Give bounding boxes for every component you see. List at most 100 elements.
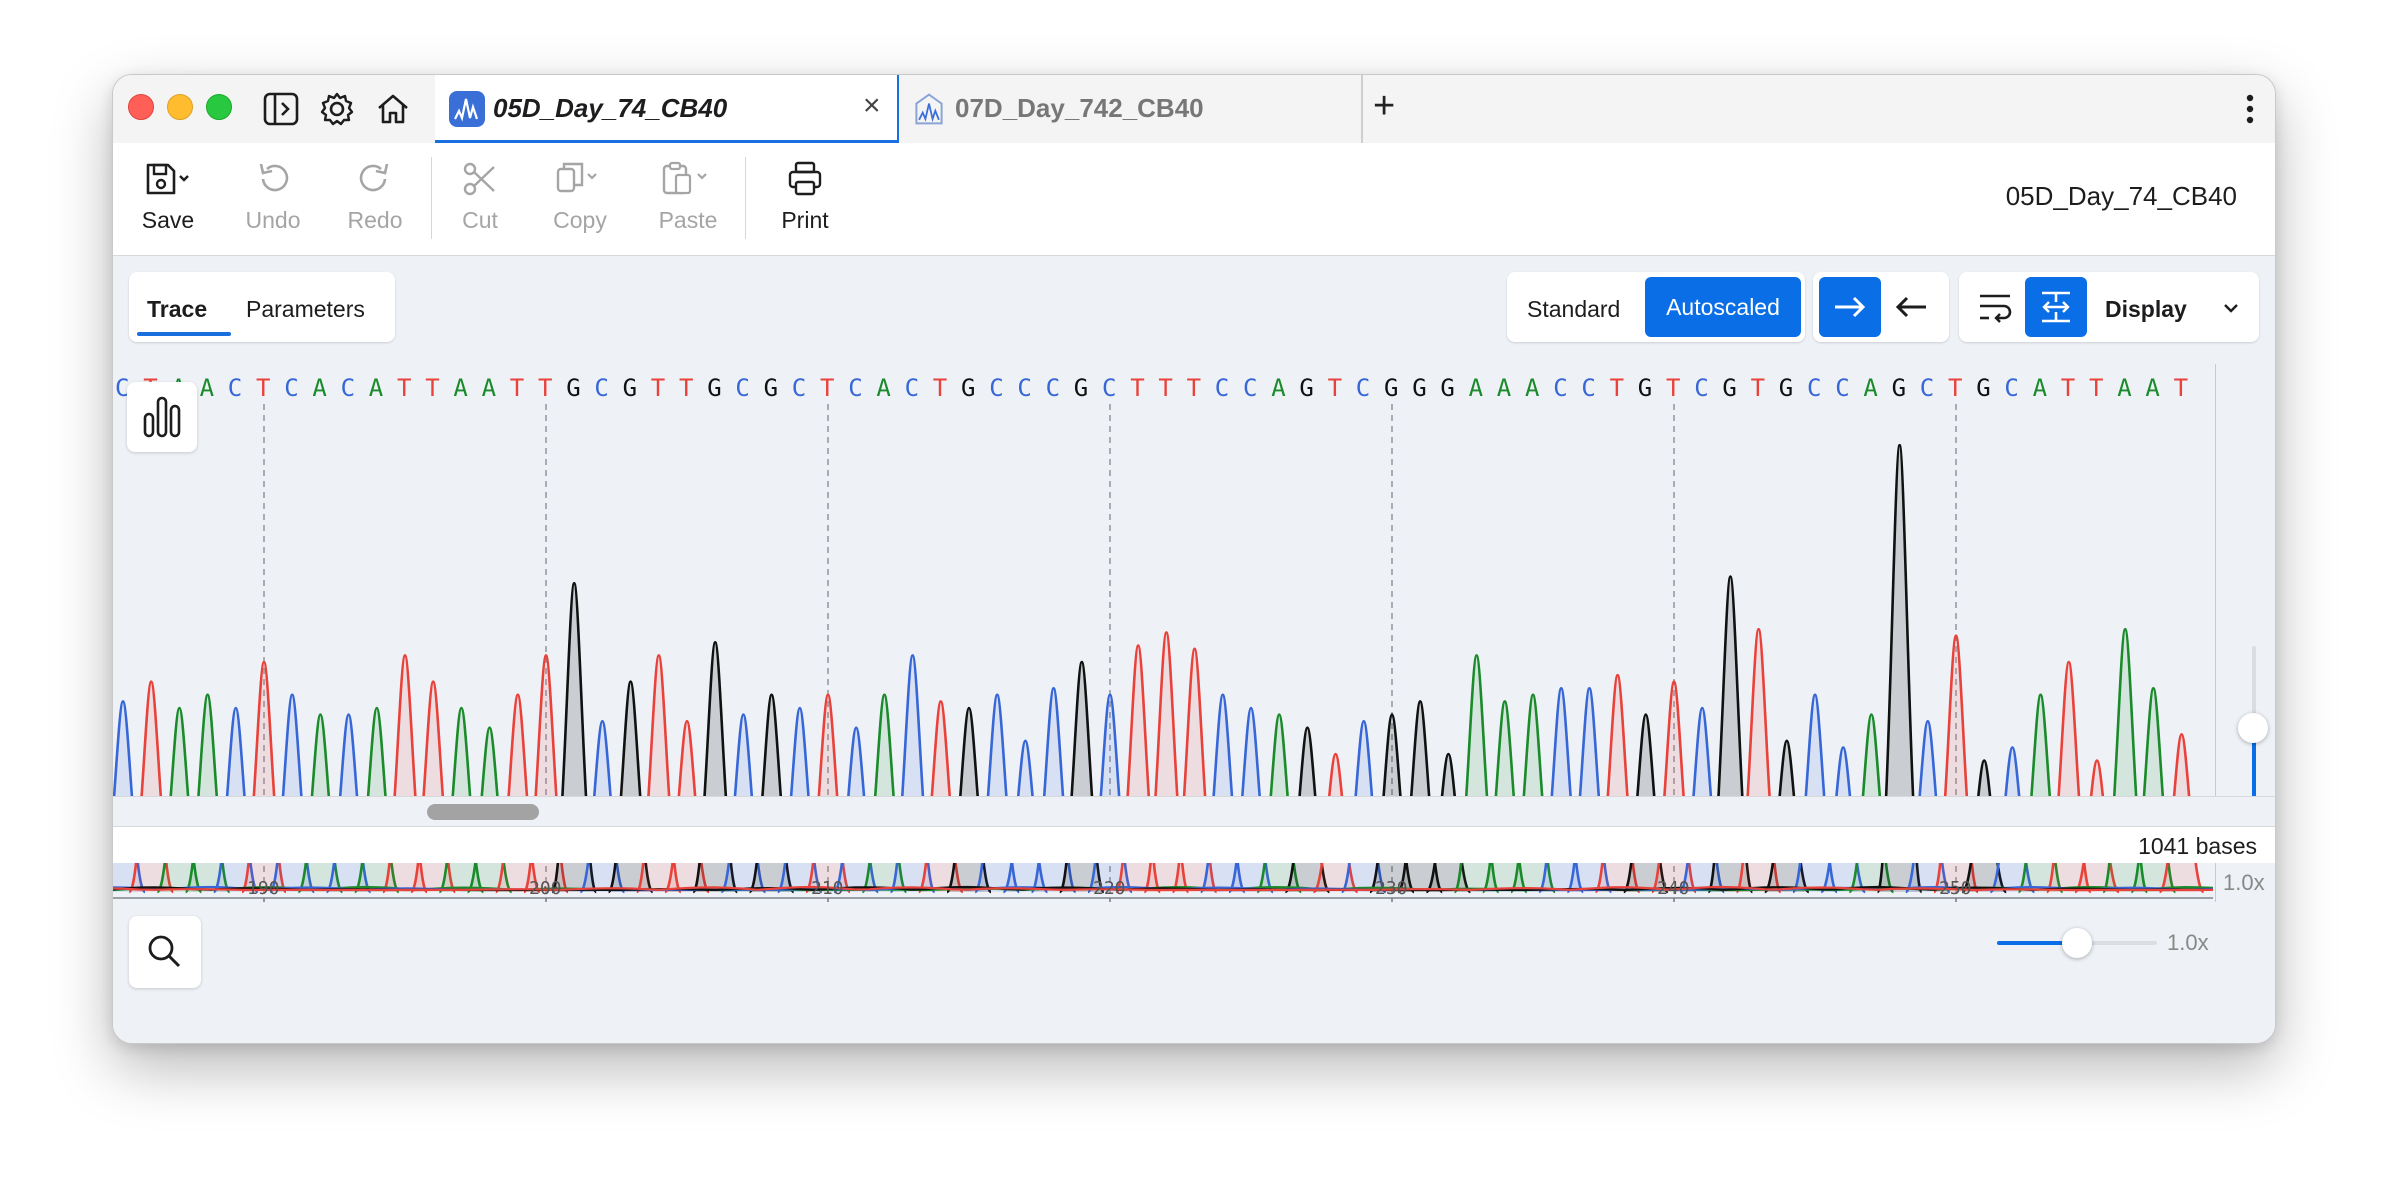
base-call[interactable]: A [312, 374, 327, 402]
horizontal-zoom-thumb[interactable] [2062, 928, 2092, 958]
base-call[interactable]: C [115, 374, 130, 402]
base-call[interactable]: A [1496, 374, 1512, 402]
gear-icon[interactable] [317, 89, 357, 129]
base-call[interactable]: T [2173, 374, 2189, 402]
base-call[interactable]: T [1327, 374, 1343, 402]
base-call[interactable]: C [1919, 374, 1935, 402]
paste-button[interactable]: Paste [633, 143, 743, 255]
base-call[interactable]: A [368, 374, 384, 402]
base-call[interactable]: G [1440, 374, 1455, 402]
base-call[interactable]: G [622, 374, 638, 402]
base-call[interactable]: C [284, 374, 299, 402]
forward-strand-button[interactable] [1819, 277, 1881, 337]
wrap-button[interactable] [1975, 287, 2015, 327]
new-tab-button[interactable]: + [1373, 85, 1396, 127]
close-tab-icon[interactable]: × [863, 89, 881, 122]
base-call[interactable]: C [340, 374, 356, 402]
base-call[interactable]: C [904, 374, 920, 402]
base-call[interactable]: G [707, 374, 722, 402]
base-call[interactable]: T [820, 374, 835, 402]
tab-05d-day-74[interactable]: 05D_Day_74_CB40 × [435, 75, 897, 143]
base-call[interactable]: C [1694, 374, 1709, 402]
base-call[interactable]: C [1807, 374, 1822, 402]
base-call[interactable]: T [1948, 374, 1963, 402]
home-icon[interactable] [373, 89, 413, 129]
standard-button[interactable]: Standard [1527, 296, 1621, 322]
tab-trace[interactable]: Trace [147, 296, 208, 322]
base-call[interactable]: C [227, 374, 243, 402]
base-call[interactable]: C [735, 374, 750, 402]
base-call[interactable]: G [1384, 374, 1399, 402]
tab-parameters[interactable]: Parameters [246, 296, 365, 322]
horizontal-zoom-slider[interactable] [1997, 928, 2157, 958]
print-button[interactable]: Print [755, 143, 855, 255]
base-call[interactable]: C [1355, 374, 1371, 402]
horizontal-scrollbar[interactable] [113, 796, 2275, 827]
close-window-button[interactable] [128, 94, 154, 120]
base-call[interactable]: C [1017, 374, 1032, 402]
base-call[interactable]: C [791, 374, 807, 402]
base-call[interactable]: T [1609, 374, 1625, 402]
base-call[interactable]: A [481, 374, 497, 402]
minimize-window-button[interactable] [167, 94, 193, 120]
base-call[interactable]: T [1158, 374, 1173, 402]
base-call[interactable]: T [2060, 374, 2076, 402]
base-call[interactable]: C [1553, 374, 1568, 402]
redo-button[interactable]: Redo [330, 143, 420, 255]
base-call[interactable]: T [650, 374, 666, 402]
base-call[interactable]: C [1243, 374, 1258, 402]
base-call[interactable]: A [1271, 374, 1286, 402]
base-call[interactable]: T [509, 374, 525, 402]
base-call[interactable]: T [1666, 374, 1681, 402]
base-call[interactable]: C [1214, 374, 1230, 402]
horizontal-scrollbar-thumb[interactable] [427, 804, 539, 820]
base-call[interactable]: A [1468, 374, 1484, 402]
search-button[interactable] [129, 916, 201, 988]
base-call[interactable]: C [848, 374, 863, 402]
base-call[interactable]: C [1102, 374, 1117, 402]
base-call[interactable]: G [1073, 374, 1089, 402]
save-button[interactable]: Save [123, 143, 213, 255]
zoom-window-button[interactable] [206, 94, 232, 120]
base-call[interactable]: A [199, 374, 215, 402]
base-call[interactable]: G [961, 374, 976, 402]
base-call[interactable]: T [397, 374, 412, 402]
base-call[interactable]: T [2089, 374, 2104, 402]
autoscaled-button[interactable]: Autoscaled [1645, 277, 1801, 337]
reverse-strand-button[interactable] [1891, 287, 1931, 327]
base-call[interactable]: C [594, 374, 609, 402]
vertical-zoom-slider[interactable] [2238, 646, 2268, 816]
base-call[interactable]: T [256, 374, 271, 402]
fit-width-button[interactable] [2025, 277, 2087, 337]
base-call[interactable]: A [2117, 374, 2132, 402]
sidebar-toggle-icon[interactable] [261, 89, 301, 129]
base-call[interactable]: A [2032, 374, 2048, 402]
base-call[interactable]: T [1130, 374, 1145, 402]
base-call[interactable]: G [1299, 374, 1314, 402]
base-call[interactable]: T [679, 374, 694, 402]
base-call[interactable]: A [1863, 374, 1878, 402]
base-call[interactable]: A [876, 374, 891, 402]
base-call[interactable]: G [1778, 374, 1794, 402]
base-call[interactable]: C [989, 374, 1004, 402]
cut-button[interactable]: Cut [435, 143, 525, 255]
peak-display-button[interactable] [127, 382, 197, 452]
base-call[interactable]: G [1412, 374, 1427, 402]
more-vertical-icon[interactable] [2245, 89, 2255, 129]
base-call[interactable]: G [1976, 374, 1991, 402]
base-call[interactable]: A [1525, 374, 1540, 402]
base-call[interactable]: T [932, 374, 948, 402]
vertical-zoom-thumb[interactable] [2238, 713, 2268, 743]
base-call[interactable]: G [1637, 374, 1653, 402]
base-call[interactable]: C [1045, 374, 1061, 402]
base-call[interactable]: T [425, 374, 440, 402]
base-call[interactable]: G [1891, 374, 1907, 402]
base-call[interactable]: G [566, 374, 581, 402]
base-call[interactable]: G [763, 374, 779, 402]
tab-07d-day-742[interactable]: 07D_Day_742_CB40 [899, 75, 1361, 143]
base-call[interactable]: C [1581, 374, 1596, 402]
undo-button[interactable]: Undo [228, 143, 318, 255]
base-call[interactable]: C [2004, 374, 2019, 402]
base-call[interactable]: A [2145, 374, 2160, 402]
display-dropdown[interactable]: Display [2105, 296, 2187, 322]
